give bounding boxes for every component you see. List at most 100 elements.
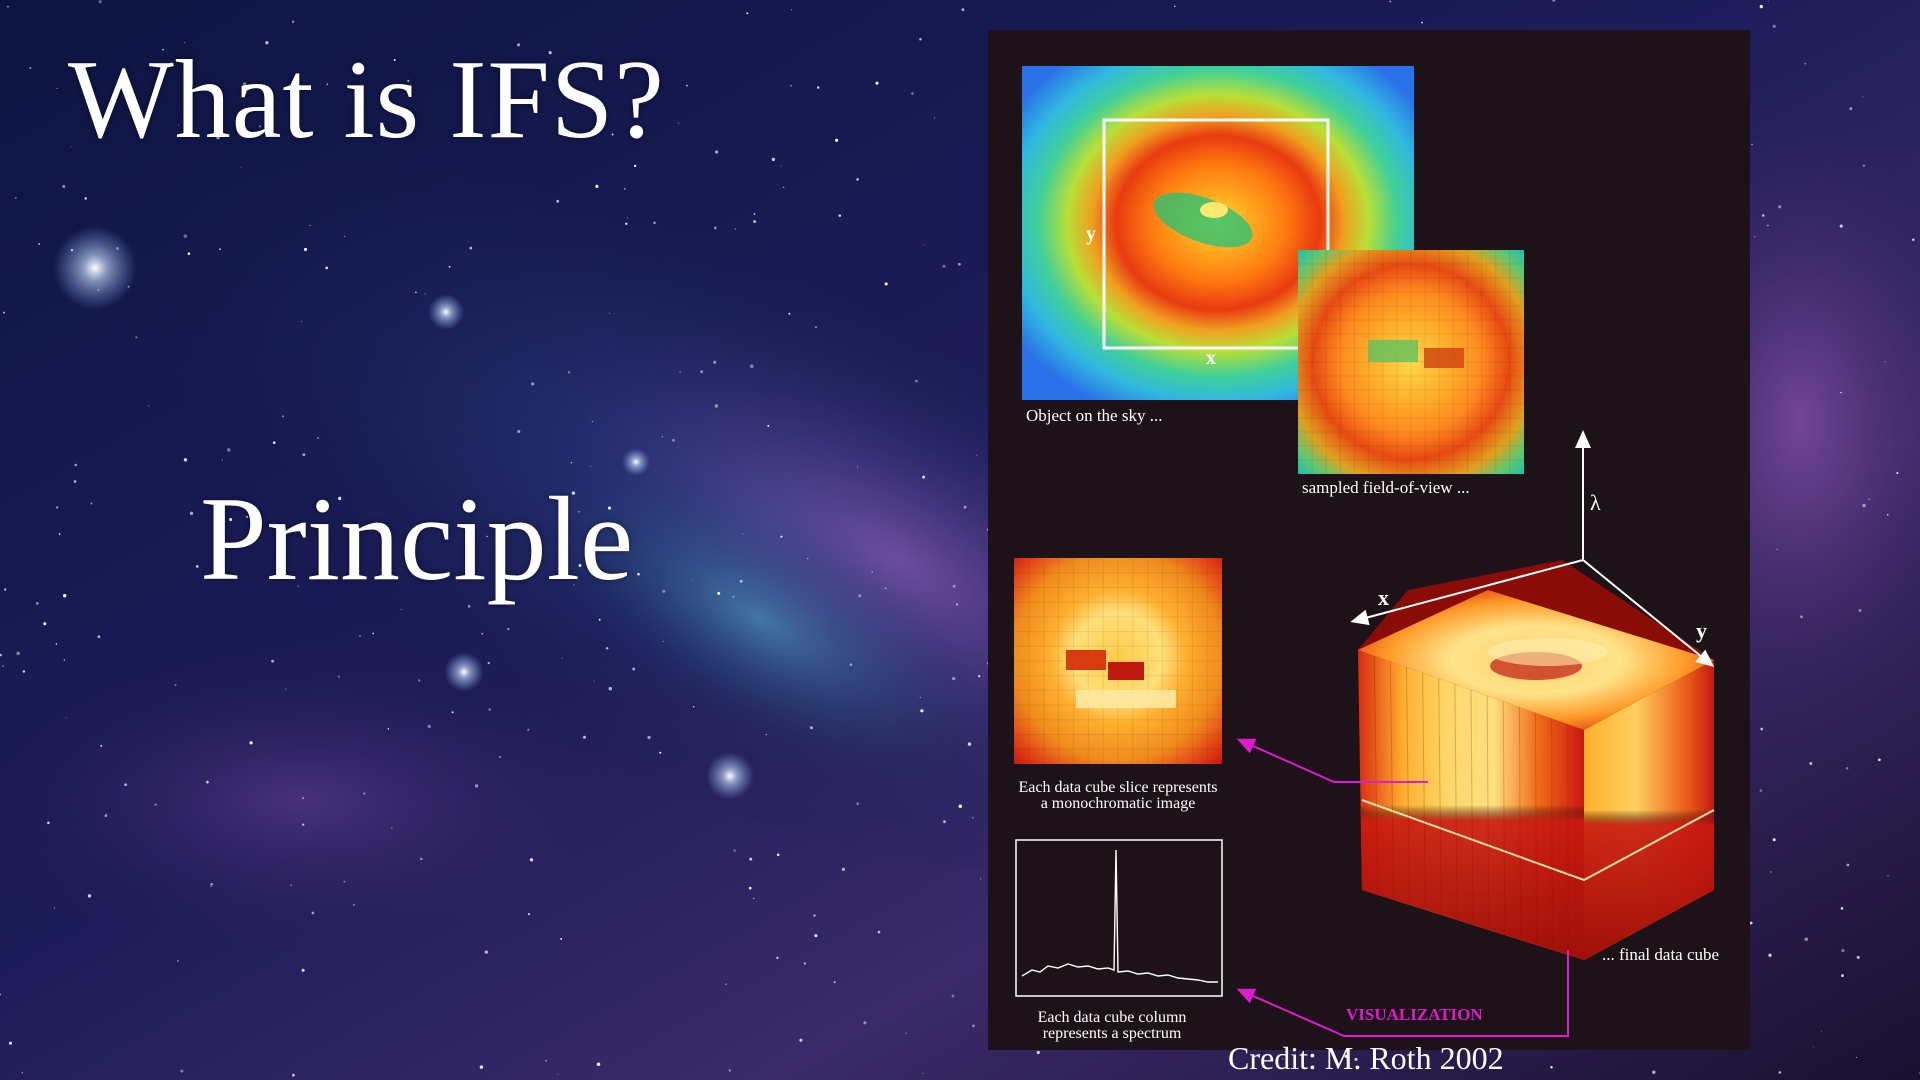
- star: [1354, 1057, 1358, 1061]
- star: [971, 816, 974, 819]
- star: [632, 667, 636, 671]
- star: [1778, 1071, 1782, 1074]
- sampled-fov-caption: sampled field-of-view ...: [1302, 478, 1470, 497]
- star: [311, 911, 315, 915]
- spectrum-plot: [1015, 839, 1223, 997]
- star: [1812, 1046, 1814, 1048]
- sky-axis-x-label: x: [1206, 347, 1216, 369]
- star: [608, 686, 613, 691]
- star: [565, 93, 567, 95]
- star: [1840, 391, 1842, 394]
- star: [183, 234, 188, 238]
- star: [1550, 1066, 1553, 1069]
- star: [790, 84, 792, 87]
- star: [70, 146, 72, 148]
- star: [290, 884, 293, 887]
- star: [1800, 615, 1803, 618]
- star: [1884, 361, 1886, 363]
- star: [529, 858, 534, 862]
- sampled-fov-image: [1298, 250, 1524, 474]
- star: [739, 579, 743, 583]
- star: [1868, 498, 1870, 501]
- star: [259, 125, 261, 128]
- star: [679, 371, 681, 373]
- star: [8, 1041, 13, 1045]
- star: [976, 454, 978, 456]
- star: [479, 1065, 484, 1069]
- star: [517, 430, 521, 433]
- star: [309, 224, 311, 226]
- star: [124, 783, 127, 787]
- star: [229, 518, 233, 521]
- star: [813, 914, 816, 917]
- star: [35, 602, 39, 605]
- star: [1767, 0, 1769, 2]
- cube-axis-x-label: x: [1378, 585, 1389, 610]
- star: [713, 226, 717, 230]
- star: [363, 792, 366, 795]
- star: [596, 1062, 601, 1067]
- star: [243, 91, 247, 94]
- star: [62, 185, 66, 188]
- cube-stripe: [1470, 689, 1474, 926]
- star: [98, 0, 102, 4]
- star: [1389, 0, 1392, 3]
- cube-stripe: [1535, 712, 1537, 946]
- final-cube-caption: ... final data cube: [1602, 945, 1719, 964]
- star: [1398, 1064, 1400, 1066]
- star: [317, 437, 319, 439]
- star: [765, 733, 767, 736]
- star: [424, 293, 426, 295]
- star: [803, 962, 806, 965]
- star: [400, 609, 402, 611]
- star: [1759, 4, 1763, 9]
- star: [746, 12, 749, 15]
- star: [749, 857, 753, 861]
- star: [590, 466, 591, 467]
- star: [84, 197, 87, 200]
- star: [418, 679, 421, 682]
- visualization-arrows: [1236, 738, 1569, 1037]
- star: [415, 291, 417, 294]
- star: [627, 217, 628, 219]
- star: [474, 784, 479, 788]
- star: [1896, 472, 1899, 475]
- star: [955, 603, 959, 606]
- star: [748, 886, 752, 890]
- star: [567, 371, 571, 374]
- star: [573, 584, 575, 586]
- star: [857, 466, 858, 468]
- star: [607, 506, 612, 510]
- star: [732, 595, 735, 598]
- star: [725, 983, 727, 985]
- star: [742, 533, 744, 535]
- field-of-view-box: [1102, 118, 1330, 350]
- star: [753, 213, 756, 215]
- star: [1770, 871, 1772, 873]
- star: [1759, 789, 1763, 792]
- star: [1804, 63, 1807, 65]
- star: [178, 124, 180, 126]
- star: [771, 157, 776, 162]
- star: [753, 220, 757, 224]
- star: [516, 43, 521, 47]
- star: [291, 1073, 295, 1077]
- star: [776, 956, 779, 960]
- star: [1772, 24, 1776, 28]
- cube-stripe: [1454, 684, 1458, 921]
- star: [958, 804, 963, 809]
- star: [486, 535, 488, 538]
- star: [606, 647, 609, 650]
- star: [29, 67, 32, 69]
- star: [4, 588, 7, 591]
- star: [877, 930, 881, 934]
- slice-caption-line1: Each data cube slice represents: [1018, 779, 1217, 796]
- star: [344, 235, 346, 237]
- star: [291, 20, 295, 24]
- star: [814, 326, 818, 329]
- star: [662, 589, 666, 593]
- spectrum-caption-line1: Each data cube column: [1038, 1009, 1187, 1026]
- star: [187, 252, 191, 255]
- star: [979, 878, 982, 880]
- star: [1552, 0, 1556, 2]
